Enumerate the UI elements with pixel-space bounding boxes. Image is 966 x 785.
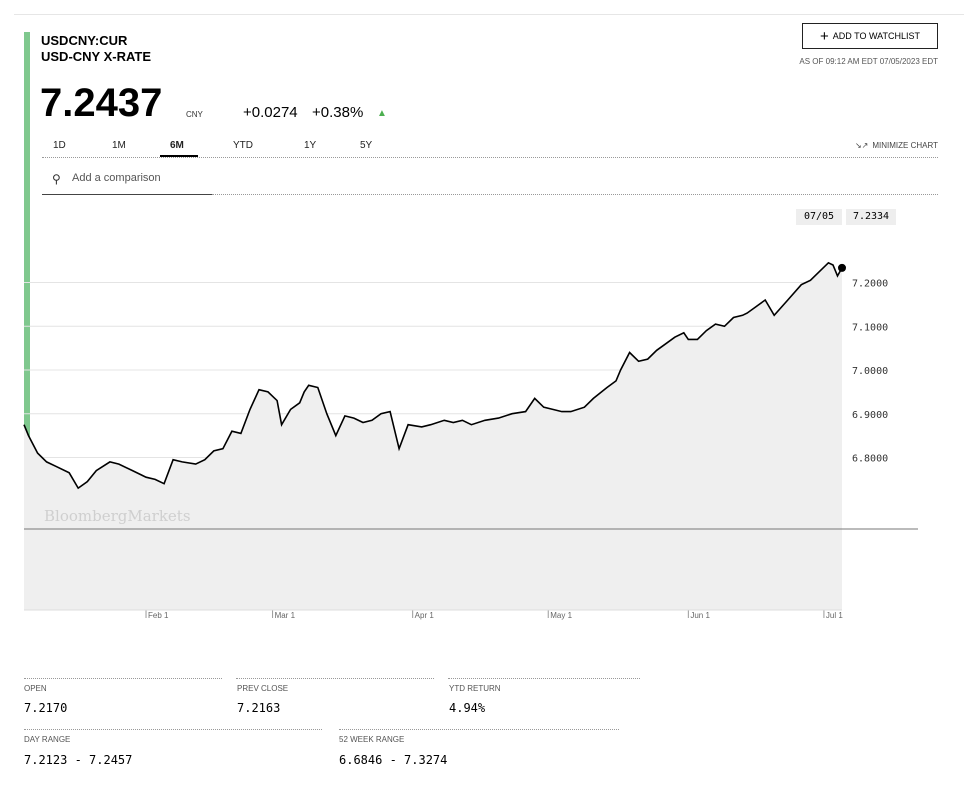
y-tick-label: 7.0000	[852, 366, 888, 377]
accent-bar	[24, 32, 30, 610]
price-change-percent: +0.38%	[312, 104, 364, 121]
stat-divider	[339, 729, 619, 730]
x-tick-label: May 1	[550, 611, 572, 620]
bloomberg-watermark: BloombergMarkets	[44, 507, 191, 525]
stat-divider	[24, 678, 222, 679]
y-tick-label: 7.1000	[852, 322, 888, 333]
page-frame	[14, 14, 964, 785]
series-line	[23, 261, 843, 490]
tab-ytd[interactable]: YTD	[233, 140, 253, 151]
comparison-search[interactable]: ⚲ Add a comparison	[42, 165, 212, 195]
stat-value-ytd-return: 4.94%	[449, 701, 486, 715]
stat-value-prev-close: 7.2163	[237, 701, 281, 715]
search-icon: ⚲	[52, 172, 61, 186]
hover-date: 07/05	[796, 209, 842, 225]
stat-value-day-range: 7.2123 - 7.2457	[24, 753, 133, 767]
y-axis: 7.2000 7.1000 7.0000 6.9000 6.8000	[852, 279, 888, 465]
add-to-watchlist-button[interactable]: + ADD TO WATCHLIST	[802, 23, 938, 49]
stat-label-prev-close: PREV CLOSE	[237, 684, 289, 693]
ticker-symbol: USDCNY:CUR	[41, 33, 128, 48]
plus-icon: +	[820, 27, 829, 45]
hover-value: 7.2334	[846, 209, 896, 225]
series-area	[24, 262, 842, 610]
x-tick-label: Jun 1	[690, 611, 710, 620]
price-chart[interactable]: BloombergMarkets 7.2000 7.1000 7.0000 6.900…	[0, 0, 966, 640]
x-tick-label: Feb 1	[148, 611, 169, 620]
last-point-marker	[838, 263, 846, 272]
divider	[212, 194, 938, 195]
as-of-timestamp: AS OF 09:12 AM EDT 07/05/2023 EDT	[799, 57, 938, 66]
y-tick-label: 6.9000	[852, 410, 888, 421]
active-tab-indicator	[160, 155, 198, 157]
y-tick-label: 6.8000	[852, 454, 888, 465]
stat-label-day-range: DAY RANGE	[24, 735, 71, 744]
tab-1d[interactable]: 1D	[53, 140, 66, 151]
stat-value-open: 7.2170	[24, 701, 68, 715]
instrument-name: USD-CNY X-RATE	[41, 49, 152, 64]
tab-5y[interactable]: 5Y	[360, 140, 373, 151]
tab-1m[interactable]: 1M	[112, 140, 126, 151]
stat-value-52-week-range: 6.6846 - 7.3274	[339, 753, 448, 767]
up-arrow-icon: ▲	[377, 108, 387, 119]
x-tick-label: Apr 1	[415, 611, 435, 620]
stat-divider	[448, 678, 640, 679]
stat-divider	[24, 729, 322, 730]
x-axis: Feb 1 Mar 1 Apr 1 May 1 Jun 1 Jul 1	[24, 609, 843, 620]
minimize-label: MINIMIZE CHART	[872, 141, 938, 150]
tab-6m[interactable]: 6M	[170, 140, 184, 151]
stat-label-ytd-return: YTD RETURN	[449, 684, 501, 693]
current-price: 7.2437	[40, 81, 163, 125]
range-tabs: 1D 1M 6M YTD 1Y 5Y	[42, 137, 938, 158]
collapse-arrows-icon: ↘↗	[854, 141, 869, 150]
minimize-chart-button[interactable]: ↘↗ MINIMIZE CHART	[855, 141, 938, 150]
x-tick-label: Mar 1	[275, 611, 296, 620]
watchlist-label: ADD TO WATCHLIST	[832, 31, 920, 41]
price-change: +0.0274	[243, 104, 298, 121]
x-tick-label: Jul 1	[826, 611, 843, 620]
comparison-placeholder: Add a comparison	[72, 172, 161, 184]
stat-label-52-week-range: 52 WEEK RANGE	[339, 735, 405, 744]
y-tick-label: 7.2000	[852, 279, 888, 290]
stat-label-open: OPEN	[24, 684, 47, 693]
currency-code: CNY	[186, 110, 203, 119]
tab-1y[interactable]: 1Y	[304, 140, 317, 151]
stat-divider	[236, 678, 434, 679]
